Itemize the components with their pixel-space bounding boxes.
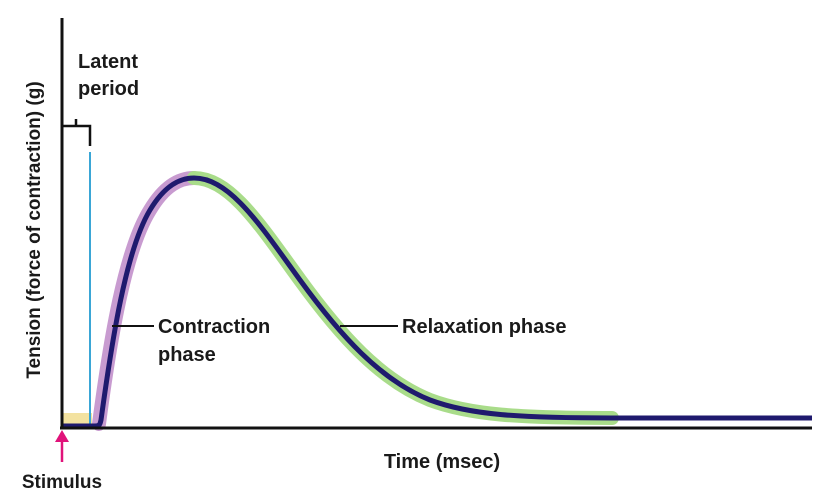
stimulus-arrow (55, 430, 69, 462)
contraction-phase-label-line2: phase (158, 344, 216, 366)
y-axis-label: Tension (force of contraction) (g) (24, 81, 45, 378)
latent-period-bracket (62, 119, 92, 146)
relaxation-phase-label: Relaxation phase (402, 316, 567, 338)
stimulus-label: Stimulus (22, 472, 102, 493)
contraction-phase-label-line1: Contraction (158, 316, 270, 338)
latent-period-label-line1: Latent (78, 51, 138, 73)
twitch-curve (62, 175, 812, 429)
latent-period-highlight (62, 413, 92, 425)
x-axis-label: Time (msec) (384, 451, 500, 473)
latent-period-label-line2: period (78, 78, 139, 100)
relaxation-phase-highlight (187, 171, 619, 425)
